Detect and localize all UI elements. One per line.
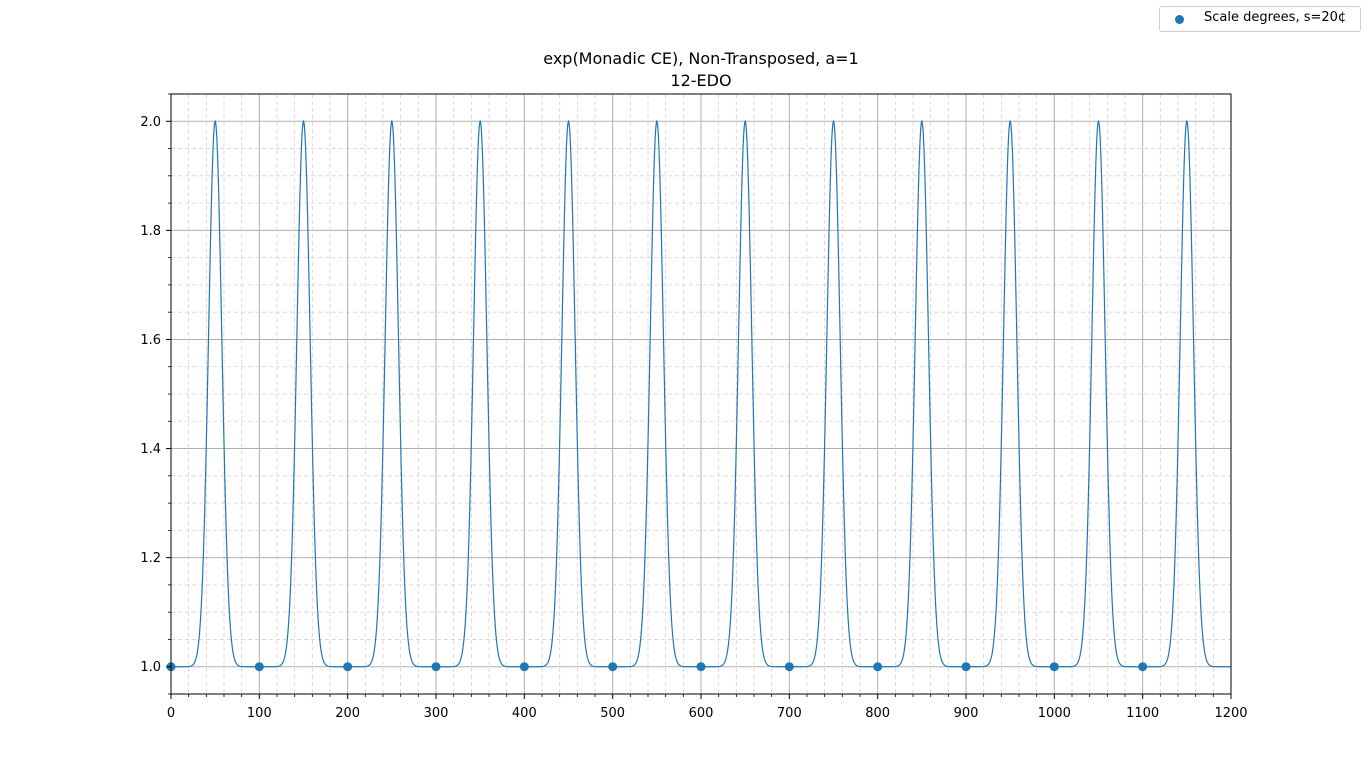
y-tick-label: 1.4 [140,442,161,457]
scatter-layer [166,662,1148,672]
legend: Scale degrees, s=20¢ [1159,6,1361,32]
x-tick-label: 1200 [1214,706,1247,721]
legend-marker [1175,15,1184,24]
scale-degree-point [519,662,529,672]
y-tick-label: 1.2 [140,551,161,566]
x-tick-label: 100 [247,706,272,721]
y-tick-label: 1.8 [140,224,161,239]
x-tick-label: 300 [424,706,449,721]
x-tick-label: 600 [689,706,714,721]
scale-degree-point [873,662,883,672]
scale-degree-point [343,662,353,672]
y-tick-label: 1.6 [140,333,161,348]
y-tick-label: 1.0 [140,660,161,675]
scale-degree-point [608,662,618,672]
scale-degree-point [431,662,441,672]
x-tick-label: 1100 [1126,706,1159,721]
x-tick-label: 900 [954,706,979,721]
chart-subtitle: 12-EDO [670,71,732,90]
scale-degree-point [961,662,971,672]
scale-degree-point [1049,662,1059,672]
scale-degree-point [254,662,264,672]
x-tick-label: 500 [600,706,625,721]
grid-layer [170,93,1232,695]
x-tick-label: 200 [335,706,360,721]
x-tick-label: 0 [167,706,175,721]
chart-title: exp(Monadic CE), Non-Transposed, a=1 [543,49,859,68]
legend-label: Scale degrees, s=20¢ [1204,10,1347,25]
scale-degree-point [1138,662,1148,672]
x-tick-label: 700 [777,706,802,721]
axis-layer: 0 100 200 300 400 500 600 700 800 900 1000 1100 1200… [140,93,1248,721]
scale-degree-point [696,662,706,672]
x-tick-label: 800 [865,706,890,721]
scale-degree-point [784,662,794,672]
x-tick-label: 400 [512,706,537,721]
x-tick-label: 1000 [1038,706,1071,721]
y-tick-label: 2.0 [140,115,161,130]
